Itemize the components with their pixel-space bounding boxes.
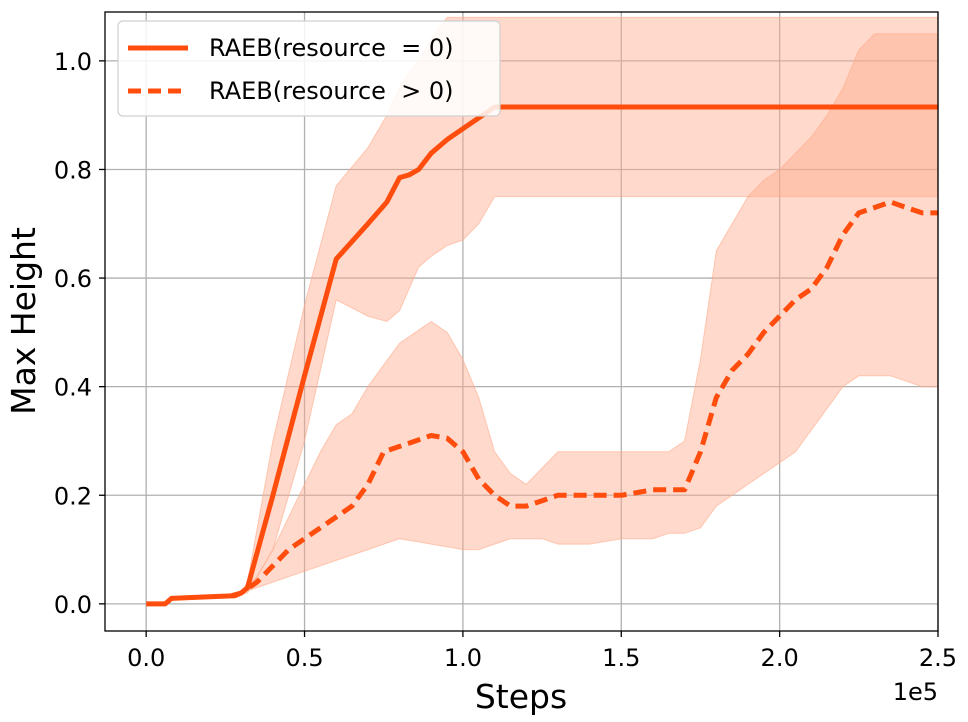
legend-label-resource-positive: RAEB(resource > 0) — [209, 77, 454, 105]
y-tick-label: 0.0 — [54, 591, 92, 619]
y-tick-label: 0.6 — [54, 265, 92, 293]
legend-box — [117, 20, 501, 117]
legend-label-resource-zero: RAEB(resource = 0) — [209, 34, 454, 62]
y-tick-label: 1.0 — [54, 48, 92, 76]
y-axis-label: Max Height — [4, 227, 43, 415]
x-tick-label: 0.0 — [127, 644, 165, 672]
legend: RAEB(resource = 0) RAEB(resource > 0) — [117, 20, 501, 117]
y-tick-label: 0.2 — [54, 482, 92, 510]
x-tick-label: 1.0 — [444, 644, 482, 672]
y-tick-label: 0.4 — [54, 374, 92, 402]
x-tick-label: 2.5 — [919, 644, 957, 672]
axis-ticks: 0.0 0.5 1.0 1.5 2.0 2.5 0.0 0.2 0.4 0.6 0.8 1.0 — [54, 48, 957, 672]
x-tick-label: 2.0 — [761, 644, 799, 672]
x-axis-label: Steps — [475, 677, 567, 716]
line-series-2 — [231, 199, 938, 599]
x-axis-offset-label: 1e5 — [893, 678, 938, 706]
x-tick-label: 0.5 — [285, 644, 323, 672]
y-tick-label: 0.8 — [54, 156, 92, 184]
x-tick-label: 1.5 — [602, 644, 640, 672]
plot-frame — [104, 11, 939, 632]
